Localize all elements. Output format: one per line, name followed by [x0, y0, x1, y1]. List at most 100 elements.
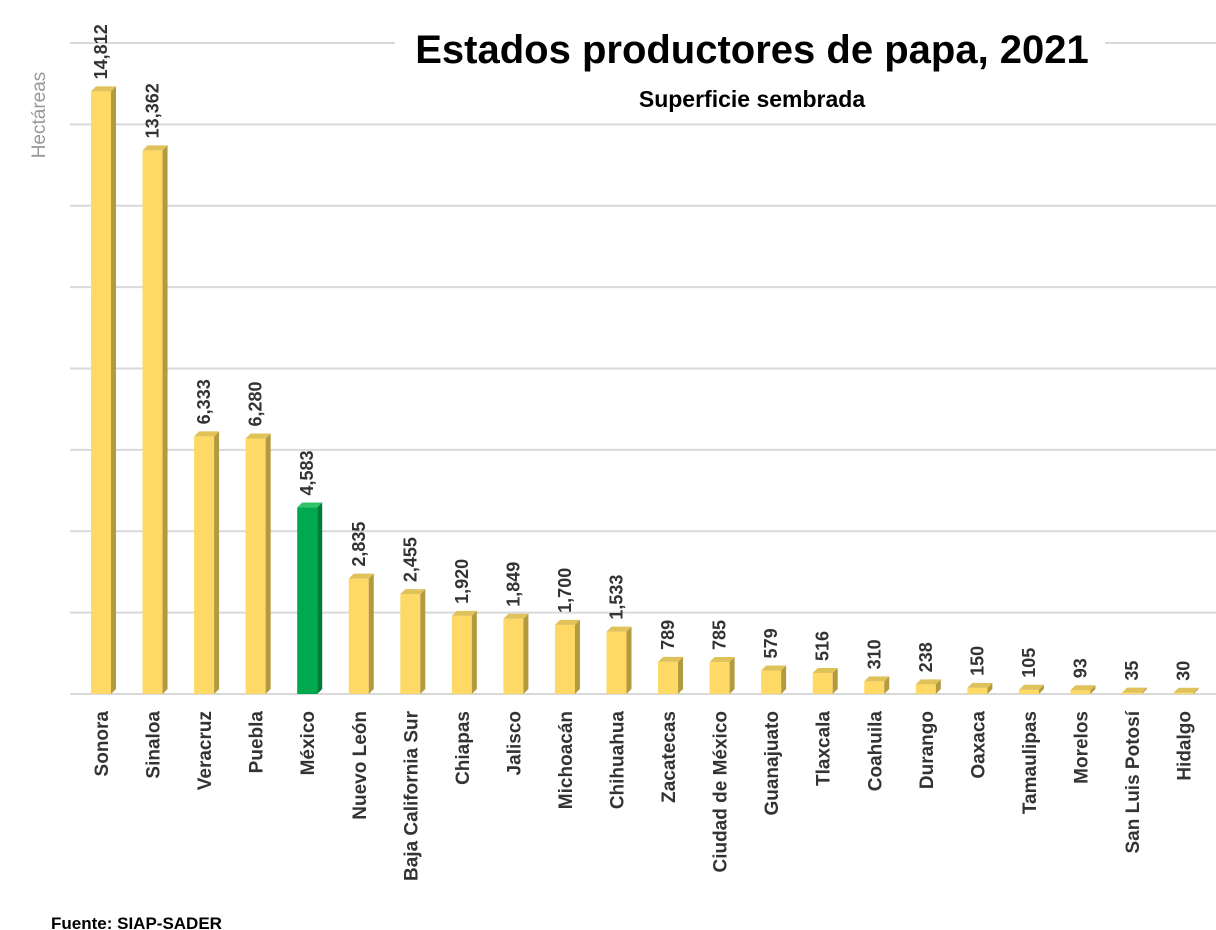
category-label: Sinaloa — [144, 711, 165, 779]
category-label: San Luis Potosí — [1123, 710, 1144, 853]
value-label: 93 — [1070, 658, 1090, 678]
category-label: Zacatecas — [659, 711, 680, 803]
category-label: Baja California Sur — [401, 710, 422, 881]
bar-side — [162, 145, 168, 694]
value-label: 1,533 — [607, 575, 627, 620]
bar — [142, 145, 168, 694]
value-label: 4,583 — [297, 450, 317, 495]
bar — [606, 626, 632, 694]
bar-top — [400, 589, 426, 595]
category-labels: Sonora Sinaloa Veracruz Puebla México Nuevo L… — [92, 710, 1196, 881]
bar-front — [1173, 692, 1194, 694]
category-label: Nuevo León — [350, 711, 371, 820]
value-label: 35 — [1122, 661, 1142, 681]
value-label: 1,700 — [555, 568, 575, 613]
bars — [91, 86, 1199, 695]
bar-top — [1122, 687, 1147, 693]
bar — [915, 679, 941, 694]
category-label: México — [298, 711, 319, 775]
bar-top — [451, 610, 477, 616]
bar-side — [523, 613, 529, 694]
bar-front — [245, 438, 266, 694]
category-label: Chiapas — [453, 711, 474, 785]
bar-front — [864, 681, 885, 694]
bar — [1070, 685, 1096, 694]
bar-side — [832, 668, 838, 694]
bar-front — [503, 618, 524, 694]
bar-side — [368, 573, 374, 694]
value-label: 13,362 — [143, 83, 163, 138]
bar-top — [761, 665, 787, 671]
bar-side — [1090, 685, 1096, 694]
bar-top — [297, 502, 323, 508]
bar-side — [626, 626, 632, 694]
bar-top — [1070, 685, 1096, 691]
bar-front — [348, 578, 369, 694]
bar-side — [678, 656, 684, 694]
bar-side — [471, 610, 477, 694]
bar — [1173, 687, 1199, 694]
bar-top — [142, 145, 168, 151]
category-label: Ciudad de México — [711, 711, 732, 873]
category-label: Coahuila — [865, 711, 886, 792]
value-label: 6,280 — [246, 381, 266, 426]
category-label: Tamaulipas — [1020, 711, 1041, 814]
bar-top — [503, 613, 529, 619]
value-label: 6,333 — [194, 379, 214, 424]
bar-front — [142, 150, 163, 694]
value-label: 1,920 — [452, 559, 472, 604]
bar-front — [194, 436, 215, 694]
category-label: Jalisco — [504, 711, 525, 775]
bar — [709, 657, 735, 694]
gridlines — [70, 42, 1216, 695]
bar-top — [709, 657, 735, 663]
bar-side — [214, 431, 220, 694]
value-label: 150 — [967, 646, 987, 676]
value-label: 789 — [658, 620, 678, 650]
bar-side — [574, 619, 580, 694]
y-axis-label: Hectáreas — [29, 72, 50, 159]
bar-front — [812, 673, 833, 694]
bar — [812, 668, 838, 694]
bar — [967, 682, 993, 694]
value-label: 2,835 — [349, 522, 369, 567]
bar — [864, 676, 890, 694]
category-label: Michoacán — [556, 711, 577, 809]
category-label: Veracruz — [195, 711, 216, 790]
bar — [503, 613, 529, 694]
value-label: 1,849 — [503, 562, 523, 607]
bar-top — [658, 656, 684, 662]
bar — [1018, 684, 1044, 694]
bar-top — [245, 433, 271, 439]
bar — [297, 502, 323, 694]
bar-top — [554, 619, 580, 625]
bar-top — [812, 668, 838, 674]
bar-front — [1122, 692, 1142, 694]
chart-subtitle: Superficie sembrada — [639, 86, 865, 112]
bar-front — [606, 631, 627, 694]
category-label: Chihuahua — [608, 711, 629, 810]
value-label: 105 — [1019, 648, 1039, 678]
bar-side — [420, 589, 426, 694]
value-label: 2,455 — [400, 537, 420, 582]
category-label: Guanajuato — [762, 711, 783, 816]
bar-side — [884, 676, 890, 694]
source-note: Fuente: SIAP-SADER — [51, 914, 222, 930]
bar-front — [91, 91, 111, 695]
bar-top — [1173, 687, 1199, 693]
bar — [658, 656, 684, 694]
bar-top — [194, 431, 220, 437]
value-label: 14,812 — [91, 24, 111, 79]
category-label: Oaxaca — [968, 711, 989, 779]
bar-top — [864, 676, 890, 682]
value-labels: 14,812 13,362 6,333 6,280 4,583 2,835 2,455 1,9… — [91, 24, 1194, 681]
category-label: Morelos — [1071, 711, 1092, 784]
category-label: Puebla — [247, 711, 268, 774]
bar-top — [606, 626, 632, 632]
category-label: Hidalgo — [1175, 711, 1196, 781]
bar-top — [967, 682, 993, 688]
title-background — [395, 20, 1105, 75]
bar — [91, 86, 116, 695]
bar-top — [1018, 684, 1044, 690]
